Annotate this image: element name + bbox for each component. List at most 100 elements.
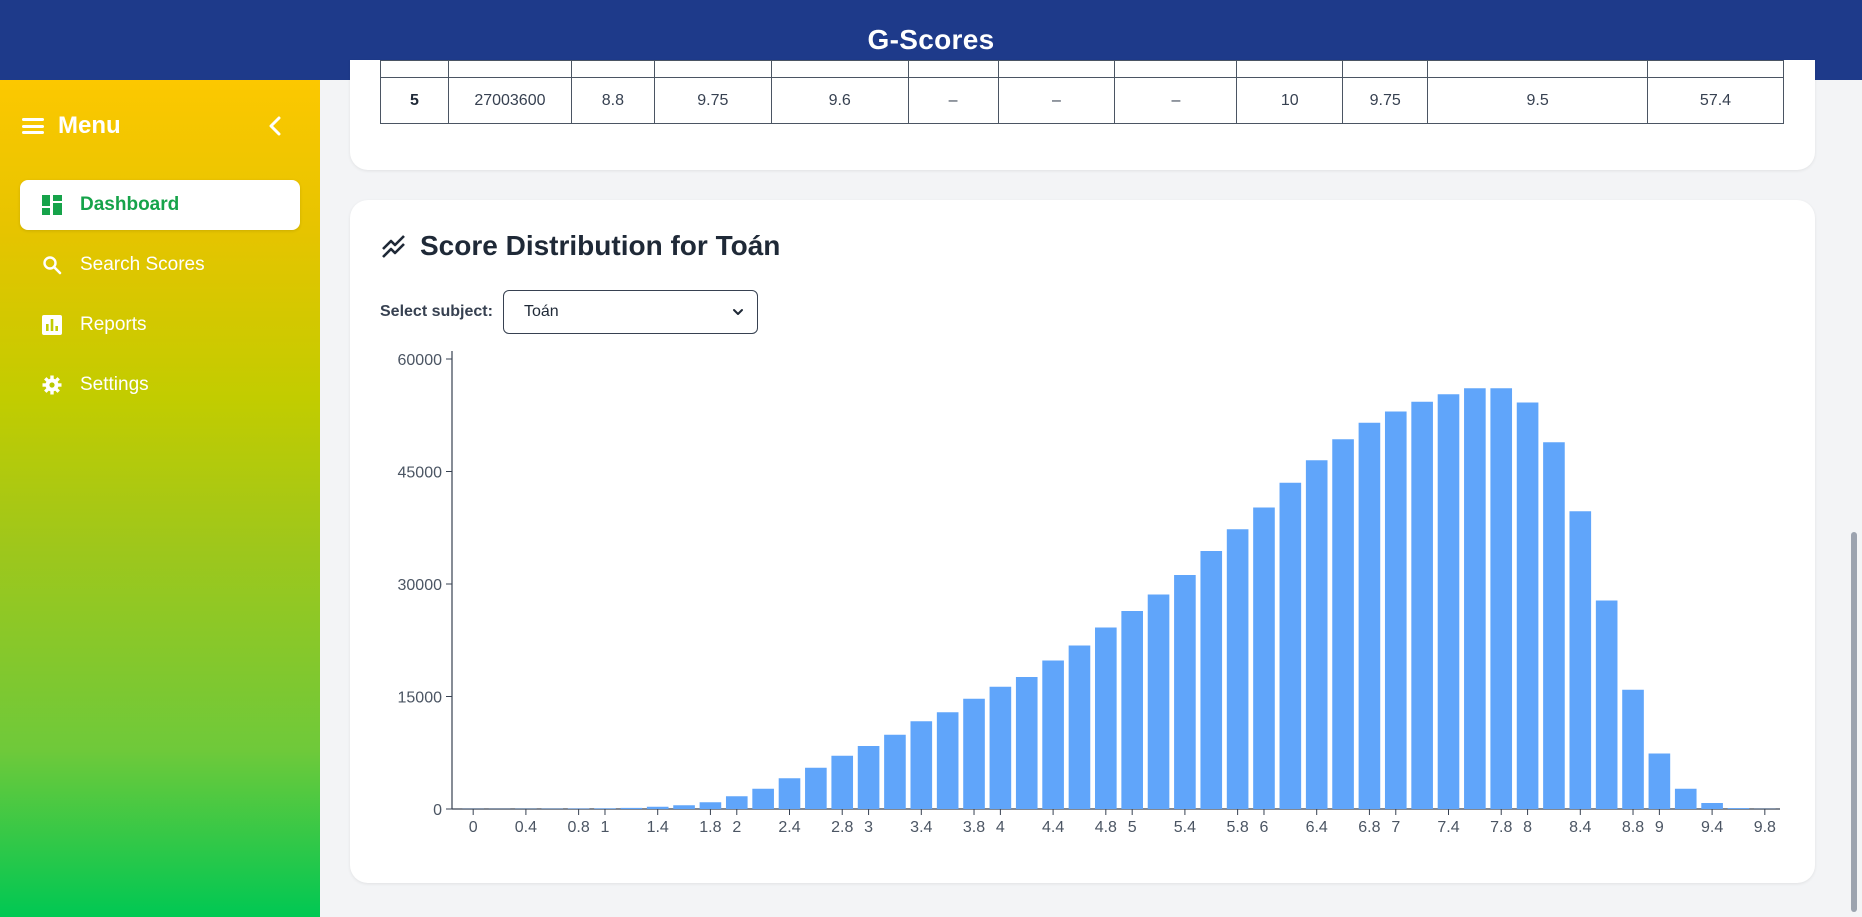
sidebar-item-label: Reports <box>80 314 147 335</box>
histogram-bar <box>594 808 616 809</box>
collapse-sidebar-button[interactable] <box>262 112 290 140</box>
histogram-bar <box>1464 388 1486 809</box>
x-tick-label: 3 <box>864 819 873 836</box>
histogram-bar <box>1253 507 1275 809</box>
page-scrollbar-track[interactable] <box>1845 80 1862 917</box>
histogram-bar <box>910 721 933 809</box>
sidebar-item-label: Dashboard <box>80 194 180 215</box>
histogram-bar <box>1569 511 1592 809</box>
x-tick-label: 1.4 <box>647 819 669 836</box>
dashboard-icon <box>42 195 62 215</box>
histogram-bar <box>1305 460 1328 809</box>
x-tick-label: 2.4 <box>778 819 800 836</box>
histogram-bar <box>1622 689 1644 809</box>
histogram-bar <box>831 755 854 809</box>
subject-select-value: Toán <box>523 303 559 320</box>
histogram-bar <box>752 788 774 809</box>
top-scores-card: 5 27003600 8.8 9.75 9.6 – – – 10 9.75 9.… <box>350 60 1815 170</box>
x-tick-label: 0.8 <box>567 819 589 836</box>
histogram-bar <box>1200 551 1223 809</box>
sidebar-nav: Dashboard Search Scores Reports Settings <box>20 180 300 420</box>
histogram-bar <box>1727 808 1750 809</box>
card-header: Score Distribution for Toán <box>380 230 780 262</box>
histogram-bar <box>1015 677 1038 809</box>
y-tick-label: 15000 <box>398 690 443 707</box>
histogram-bar <box>1516 402 1539 809</box>
histogram-bar <box>1095 627 1117 809</box>
table-row: 5 27003600 8.8 9.75 9.6 – – – 10 9.75 9.… <box>380 77 1784 124</box>
histogram-bar <box>646 806 669 809</box>
menu-label: Menu <box>58 112 121 139</box>
histogram-bar <box>1543 442 1565 809</box>
trending-chart-icon <box>382 235 405 258</box>
registration-id-cell: 27003600 <box>447 77 572 124</box>
histogram-bar <box>1042 660 1064 809</box>
score-cell: 9.75 <box>1342 77 1429 124</box>
sidebar: Menu Dashboard Search Scores Reports <box>0 80 320 917</box>
histogram-bar <box>699 802 722 809</box>
x-tick-label: 1.8 <box>699 819 721 836</box>
x-tick-label: 0.4 <box>515 819 537 836</box>
top-scores-table: 5 27003600 8.8 9.75 9.6 – – – 10 9.75 9.… <box>380 60 1784 124</box>
score-cell: 9.6 <box>770 77 909 124</box>
x-tick-label: 5 <box>1128 819 1137 836</box>
y-tick-label: 30000 <box>398 577 443 594</box>
histogram-bar <box>805 767 827 809</box>
score-cell: 9.5 <box>1427 77 1648 124</box>
x-tick-label: 4.8 <box>1095 819 1117 836</box>
histogram-bar <box>963 698 985 809</box>
y-tick-label: 45000 <box>398 465 443 482</box>
x-tick-label: 3.8 <box>963 819 985 836</box>
sidebar-item-dashboard[interactable]: Dashboard <box>20 180 300 230</box>
histogram-bar <box>989 686 1012 809</box>
sidebar-item-label: Settings <box>80 374 149 395</box>
select-subject-label: Select subject: <box>380 303 493 320</box>
chevron-down-icon <box>732 309 743 315</box>
histogram-bar <box>1332 439 1354 809</box>
app-title: G-Scores <box>867 24 995 55</box>
y-tick-label: 60000 <box>398 352 443 369</box>
x-tick-label: 7.8 <box>1490 819 1512 836</box>
histogram-bar <box>857 746 880 809</box>
histogram-bar <box>1411 401 1433 809</box>
x-tick-label: 7.4 <box>1437 819 1459 836</box>
subject-select[interactable]: Toán <box>502 290 758 334</box>
sidebar-item-label: Search Scores <box>80 254 205 275</box>
histogram-bar <box>884 734 906 809</box>
score-cell: – <box>1114 77 1238 124</box>
x-tick-label: 2.8 <box>831 819 853 836</box>
x-tick-label: 9.4 <box>1701 819 1723 836</box>
total-cell: 57.4 <box>1647 77 1784 124</box>
distribution-title: Score Distribution for Toán <box>420 230 781 261</box>
histogram-bar <box>1068 645 1091 809</box>
search-icon <box>42 255 62 275</box>
x-tick-label: 9.8 <box>1754 819 1776 836</box>
score-distribution-chart: 0 15000 30000 45000 60000 0 0.4 0.8 1 1.4 1.8 2 2.4 2… <box>398 351 1780 836</box>
table-row <box>380 60 1784 78</box>
histogram-bar <box>778 778 801 809</box>
x-tick-label: 8 <box>1523 819 1532 836</box>
x-tick-label: 3.4 <box>910 819 932 836</box>
x-tick-label: 8.8 <box>1622 819 1644 836</box>
score-cell: – <box>907 77 999 124</box>
sidebar-item-settings[interactable]: Settings <box>20 360 300 410</box>
hamburger-icon[interactable] <box>22 118 44 134</box>
x-tick-label: 7 <box>1391 819 1400 836</box>
page-scrollbar-thumb[interactable] <box>1851 532 1857 912</box>
histogram-bar <box>1147 594 1170 809</box>
histogram-bar <box>1121 611 1143 809</box>
rank-cell: 5 <box>380 77 449 124</box>
x-tick-label: 5.4 <box>1174 819 1196 836</box>
sidebar-item-search-scores[interactable]: Search Scores <box>20 240 300 290</box>
histogram-bar <box>725 796 748 809</box>
x-tick-label: 8.4 <box>1569 819 1591 836</box>
x-tick-label: 4.4 <box>1042 819 1064 836</box>
histogram-bar <box>936 712 959 809</box>
gear-icon <box>42 375 62 395</box>
y-tick-label: 0 <box>433 802 442 819</box>
score-cell: 9.75 <box>653 77 772 124</box>
x-tick-label: 1 <box>601 819 610 836</box>
histogram-bar <box>1226 529 1249 809</box>
sidebar-item-reports[interactable]: Reports <box>20 300 300 350</box>
sidebar-menu-header: Menu <box>22 110 292 142</box>
